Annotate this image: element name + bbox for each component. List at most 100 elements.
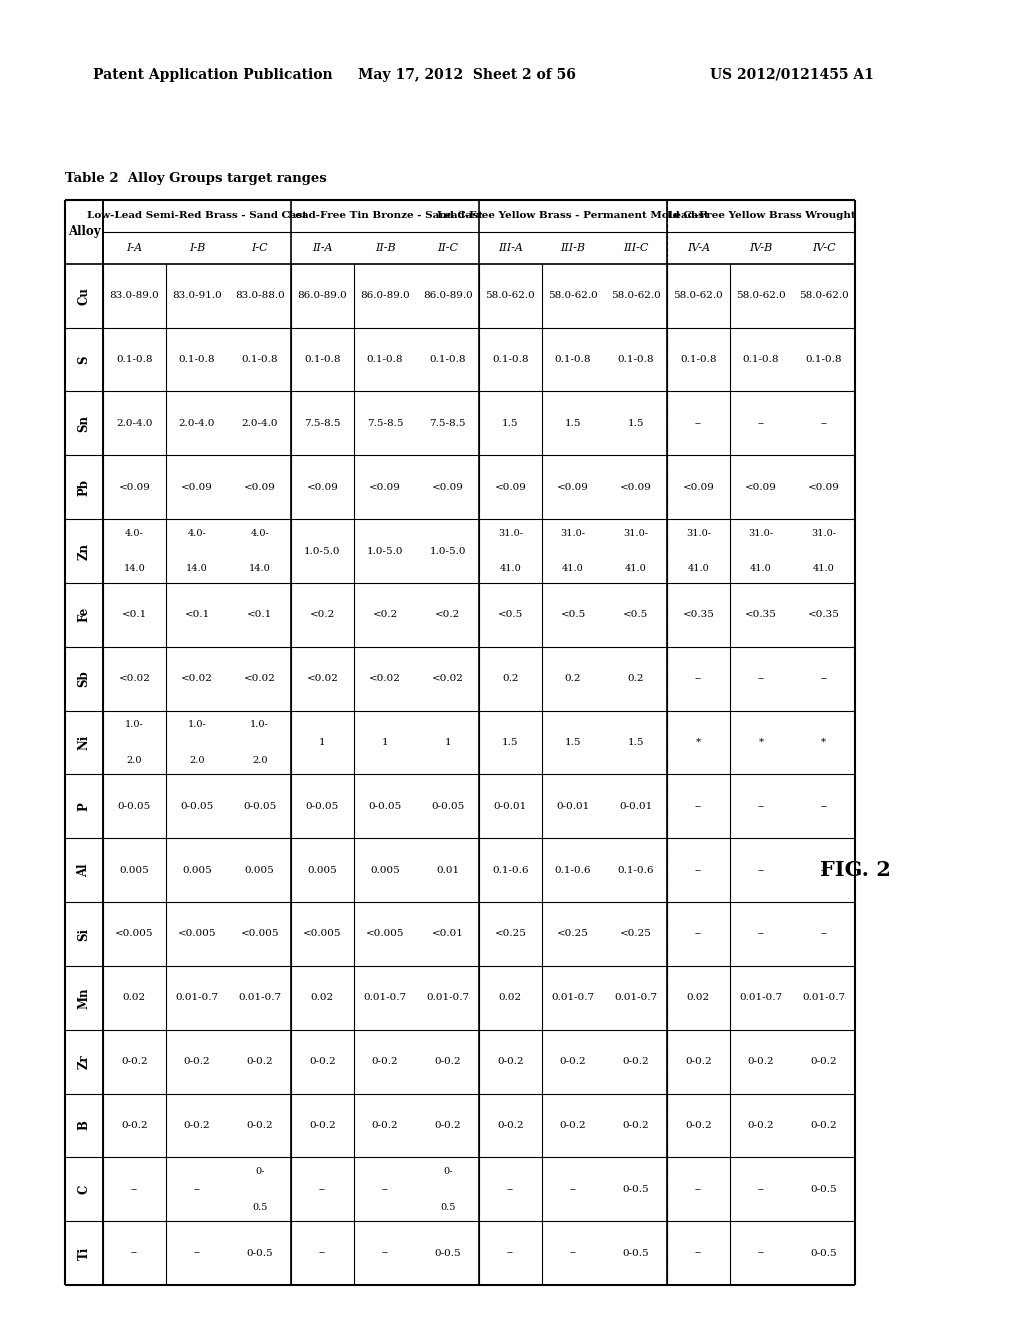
Text: --: -- xyxy=(758,675,765,684)
Text: 1.0-5.0: 1.0-5.0 xyxy=(429,546,466,556)
Text: 0.1-0.8: 0.1-0.8 xyxy=(806,355,842,364)
Text: 0-0.2: 0-0.2 xyxy=(183,1057,210,1067)
Text: --: -- xyxy=(507,1185,514,1193)
Text: 0-0.2: 0-0.2 xyxy=(372,1121,398,1130)
Text: <0.5: <0.5 xyxy=(560,610,586,619)
Text: 7.5-8.5: 7.5-8.5 xyxy=(367,418,403,428)
Text: Zr: Zr xyxy=(78,1055,90,1069)
Text: Sb: Sb xyxy=(78,671,90,686)
Text: 0.5: 0.5 xyxy=(440,1203,456,1212)
Text: Lead-Free Yellow Brass Wrought: Lead-Free Yellow Brass Wrought xyxy=(667,211,855,220)
Text: 14.0: 14.0 xyxy=(186,565,208,573)
Text: 0-0.2: 0-0.2 xyxy=(685,1121,712,1130)
Text: 86.0-89.0: 86.0-89.0 xyxy=(360,292,410,300)
Text: --: -- xyxy=(758,866,765,875)
Text: 0-0.2: 0-0.2 xyxy=(247,1121,273,1130)
Text: 1.5: 1.5 xyxy=(628,738,644,747)
Text: <0.02: <0.02 xyxy=(119,675,151,684)
Text: 0.02: 0.02 xyxy=(310,993,334,1002)
Text: Ti: Ti xyxy=(78,1246,90,1259)
Text: IV-C: IV-C xyxy=(812,243,836,253)
Text: <0.25: <0.25 xyxy=(620,929,651,939)
Text: <0.09: <0.09 xyxy=(495,483,526,492)
Text: 0-0.05: 0-0.05 xyxy=(118,801,151,810)
Text: 1.5: 1.5 xyxy=(565,738,582,747)
Text: <0.25: <0.25 xyxy=(495,929,526,939)
Text: 0.1-0.6: 0.1-0.6 xyxy=(493,866,528,875)
Text: Alloy: Alloy xyxy=(68,226,100,239)
Text: --: -- xyxy=(820,866,827,875)
Text: 0-0.05: 0-0.05 xyxy=(243,801,276,810)
Text: Low-Lead Semi-Red Brass - Sand Cast: Low-Lead Semi-Red Brass - Sand Cast xyxy=(87,211,307,220)
Text: Sn: Sn xyxy=(78,414,90,432)
Text: <0.005: <0.005 xyxy=(115,929,154,939)
Text: <0.2: <0.2 xyxy=(373,610,397,619)
Text: 0.1-0.8: 0.1-0.8 xyxy=(116,355,153,364)
Text: --: -- xyxy=(758,929,765,939)
Text: 0.01-0.7: 0.01-0.7 xyxy=(802,993,845,1002)
Text: 41.0: 41.0 xyxy=(562,565,584,573)
Text: 0-0.2: 0-0.2 xyxy=(623,1121,649,1130)
Text: Table 2  Alloy Groups target ranges: Table 2 Alloy Groups target ranges xyxy=(65,172,327,185)
Text: --: -- xyxy=(569,1185,577,1193)
Text: --: -- xyxy=(695,1185,701,1193)
Text: --: -- xyxy=(820,675,827,684)
Text: 0.01: 0.01 xyxy=(436,866,459,875)
Text: <0.09: <0.09 xyxy=(432,483,464,492)
Text: <0.2: <0.2 xyxy=(435,610,461,619)
Text: <0.09: <0.09 xyxy=(745,483,777,492)
Text: 0-0.2: 0-0.2 xyxy=(748,1057,774,1067)
Text: 0-: 0- xyxy=(255,1167,264,1176)
Text: 0.1-0.8: 0.1-0.8 xyxy=(493,355,528,364)
Text: 31.0-: 31.0- xyxy=(749,528,773,537)
Text: 0-0.5: 0-0.5 xyxy=(810,1185,837,1193)
Text: 58.0-62.0: 58.0-62.0 xyxy=(674,292,723,300)
Text: <0.09: <0.09 xyxy=(244,483,275,492)
Text: --: -- xyxy=(194,1185,201,1193)
Text: 0-0.2: 0-0.2 xyxy=(623,1057,649,1067)
Text: <0.1: <0.1 xyxy=(247,610,272,619)
Text: 0.1-0.8: 0.1-0.8 xyxy=(179,355,215,364)
Text: 0.1-0.8: 0.1-0.8 xyxy=(742,355,779,364)
Text: 0.02: 0.02 xyxy=(123,993,145,1002)
Text: 83.0-91.0: 83.0-91.0 xyxy=(172,292,222,300)
Text: 2.0-4.0: 2.0-4.0 xyxy=(242,418,278,428)
Text: 2.0-4.0: 2.0-4.0 xyxy=(179,418,215,428)
Text: 1.5: 1.5 xyxy=(502,738,518,747)
Text: III-C: III-C xyxy=(623,243,648,253)
Text: --: -- xyxy=(758,1249,765,1258)
Text: 0.005: 0.005 xyxy=(182,866,212,875)
Text: --: -- xyxy=(820,801,827,810)
Text: 0-0.5: 0-0.5 xyxy=(623,1185,649,1193)
Text: <0.005: <0.005 xyxy=(303,929,342,939)
Text: 0-0.5: 0-0.5 xyxy=(623,1249,649,1258)
Text: --: -- xyxy=(194,1249,201,1258)
Text: 0-0.2: 0-0.2 xyxy=(685,1057,712,1067)
Text: 0.01-0.7: 0.01-0.7 xyxy=(552,993,595,1002)
Text: S: S xyxy=(78,355,90,364)
Text: --: -- xyxy=(569,1249,577,1258)
Text: Ni: Ni xyxy=(78,735,90,750)
Text: 0.01-0.7: 0.01-0.7 xyxy=(739,993,782,1002)
Text: <0.09: <0.09 xyxy=(620,483,651,492)
Text: *: * xyxy=(821,738,826,747)
Text: 41.0: 41.0 xyxy=(625,565,646,573)
Text: --: -- xyxy=(820,418,827,428)
Text: Cu: Cu xyxy=(78,286,90,305)
Text: 0-0.2: 0-0.2 xyxy=(434,1057,461,1067)
Text: 0.005: 0.005 xyxy=(245,866,274,875)
Text: 0.01-0.7: 0.01-0.7 xyxy=(239,993,282,1002)
Text: IV-B: IV-B xyxy=(750,243,773,253)
Text: 41.0: 41.0 xyxy=(687,565,710,573)
Text: 0-0.05: 0-0.05 xyxy=(369,801,401,810)
Text: <0.09: <0.09 xyxy=(682,483,715,492)
Text: <0.09: <0.09 xyxy=(808,483,840,492)
Text: <0.005: <0.005 xyxy=(241,929,279,939)
Text: 0-0.2: 0-0.2 xyxy=(372,1057,398,1067)
Text: 1: 1 xyxy=(382,738,388,747)
Text: <0.02: <0.02 xyxy=(181,675,213,684)
Text: <0.09: <0.09 xyxy=(181,483,213,492)
Text: <0.35: <0.35 xyxy=(808,610,840,619)
Text: 0.5: 0.5 xyxy=(252,1203,267,1212)
Text: 0.2: 0.2 xyxy=(628,675,644,684)
